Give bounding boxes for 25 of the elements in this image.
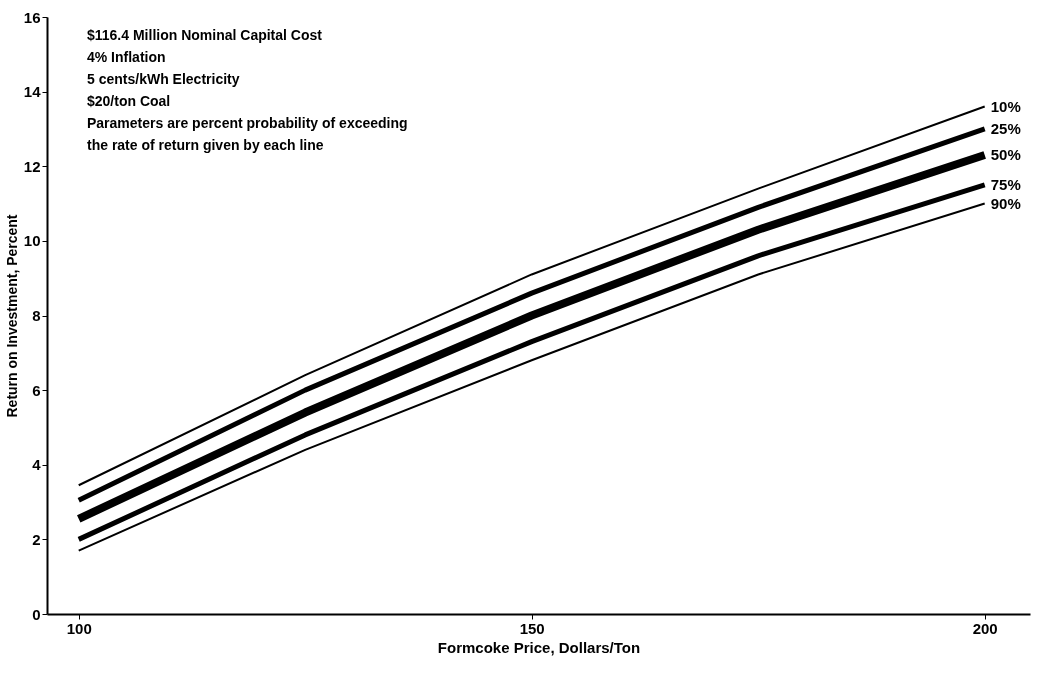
annotation: Parameters are percent probability of exceeding bbox=[87, 115, 408, 131]
y-tick-label: 0 bbox=[32, 605, 41, 623]
y-tick-label: 8 bbox=[32, 307, 41, 324]
series-label: 10% bbox=[990, 97, 1021, 115]
x-tick-label: 100 bbox=[66, 619, 92, 637]
series-label: 75% bbox=[990, 175, 1021, 193]
x-tick-label: 200 bbox=[972, 619, 998, 637]
x-tick-label: 150 bbox=[519, 619, 545, 637]
y-tick-label: 10 bbox=[23, 232, 41, 250]
annotation: 5 cents/kWh Electricity bbox=[87, 71, 240, 87]
series-label: 25% bbox=[990, 119, 1021, 137]
annotation: $116.4 Million Nominal Capital Cost bbox=[87, 27, 323, 43]
y-tick-label: 2 bbox=[32, 530, 41, 548]
y-tick-label: 16 bbox=[23, 8, 41, 26]
series-label: 50% bbox=[990, 146, 1021, 164]
y-tick-label: 12 bbox=[23, 157, 41, 175]
y-axis-title: Return on Investment, Percent bbox=[3, 214, 20, 418]
series-label: 90% bbox=[990, 194, 1021, 212]
y-tick-label: 6 bbox=[32, 381, 41, 399]
annotation: the rate of return given by each line bbox=[87, 137, 324, 153]
x-axis-title: Formcoke Price, Dollars/Ton bbox=[437, 638, 641, 656]
y-tick-label: 14 bbox=[23, 83, 42, 101]
annotation: $20/ton Coal bbox=[87, 93, 171, 109]
y-tick-label: 4 bbox=[32, 456, 42, 474]
annotation: 4% Inflation bbox=[87, 49, 166, 65]
